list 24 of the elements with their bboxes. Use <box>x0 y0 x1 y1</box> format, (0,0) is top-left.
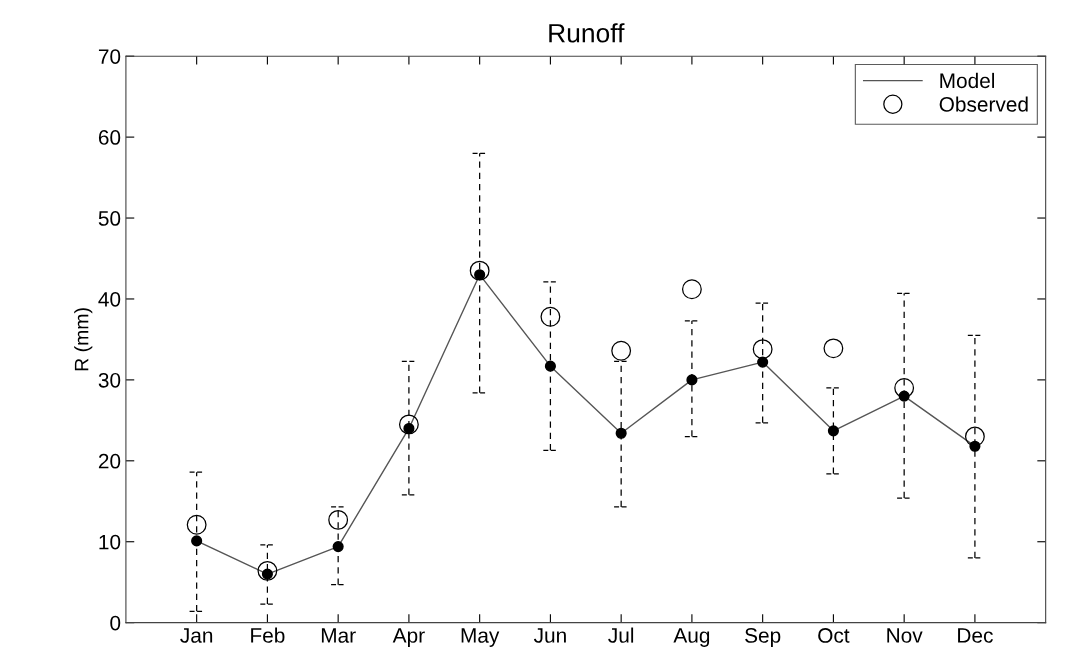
x-tick-label: Sep <box>745 628 781 647</box>
y-axis-title: R (mm) <box>74 308 93 371</box>
y-tick-label: 30 <box>98 372 121 388</box>
y-tick-label: 50 <box>98 211 121 226</box>
y-tick-label: 0 <box>110 615 121 631</box>
x-tick-label: Jan <box>180 628 213 643</box>
legend-label: Observed <box>939 96 1028 112</box>
x-tick-label: Jul <box>608 627 634 643</box>
y-tick-label: 60 <box>98 130 121 145</box>
x-tick-label: Jun <box>533 628 566 643</box>
x-tick-label: May <box>461 628 500 647</box>
x-tick-label: Mar <box>321 628 356 643</box>
x-tick-label: Aug <box>673 628 710 647</box>
y-tick-label: 70 <box>98 49 121 64</box>
y-tick-label: 40 <box>98 291 121 307</box>
x-tick-label: Apr <box>392 628 425 647</box>
x-tick-label: Oct <box>818 628 850 643</box>
chart-title: Runoff <box>549 23 625 43</box>
x-tick-label: Nov <box>887 628 923 643</box>
y-tick-label: 10 <box>99 534 121 550</box>
x-tick-label: Feb <box>251 627 285 643</box>
y-tick-label: 20 <box>98 453 121 469</box>
legend-label: Model <box>940 72 995 89</box>
x-tick-label: Dec <box>958 628 993 643</box>
